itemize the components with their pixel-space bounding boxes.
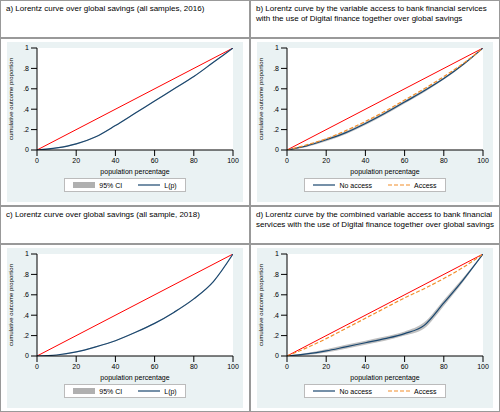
svg-text:100: 100 — [477, 157, 489, 164]
svg-text:1: 1 — [25, 44, 29, 51]
svg-text:20: 20 — [72, 157, 80, 164]
svg-text:.6: .6 — [23, 85, 29, 92]
svg-text:0: 0 — [285, 363, 289, 370]
svg-text:40: 40 — [362, 363, 370, 370]
svg-text:.8: .8 — [273, 65, 279, 72]
svg-text:cumulative outcome proportion: cumulative outcome proportion — [8, 58, 14, 140]
svg-text:20: 20 — [322, 363, 330, 370]
svg-text:.2: .2 — [23, 126, 29, 133]
svg-text:.8: .8 — [23, 271, 29, 278]
svg-text:.4: .4 — [23, 312, 29, 319]
svg-text:population percentage: population percentage — [100, 374, 169, 382]
html-text:Access: Access — [414, 181, 437, 189]
svg-text:.8: .8 — [273, 271, 279, 278]
svg-text:.6: .6 — [273, 85, 279, 92]
html-text:Access: Access — [414, 387, 437, 395]
svg-text:80: 80 — [190, 363, 198, 370]
svg-text:1: 1 — [275, 44, 279, 51]
svg-text:cumulative outcome proportion: cumulative outcome proportion — [258, 58, 264, 140]
svg-text:100: 100 — [477, 363, 489, 370]
svg-text:.2: .2 — [273, 126, 279, 133]
svg-text:60: 60 — [151, 363, 159, 370]
html-text:a) Lorentz curve over global s: a) Lorentz curve over global savings (al… — [6, 4, 205, 13]
html-text:95% CI: 95% CI — [99, 181, 123, 189]
svg-text:1: 1 — [25, 250, 29, 257]
html-text:95% CI: 95% CI — [99, 387, 123, 395]
svg-text:cumulative outcome proportion: cumulative outcome proportion — [8, 264, 14, 346]
html-text:b) Lorentz curve by the variab: b) Lorentz curve by the variable access … — [256, 4, 487, 23]
svg-text:60: 60 — [401, 363, 409, 370]
svg-text:80: 80 — [440, 157, 448, 164]
svg-text:100: 100 — [227, 363, 239, 370]
html-text:L(p): L(p) — [164, 387, 177, 395]
svg-text:0: 0 — [275, 352, 279, 359]
svg-text:1: 1 — [275, 250, 279, 257]
svg-text:.2: .2 — [23, 332, 29, 339]
svg-text:0: 0 — [35, 363, 39, 370]
svg-text:40: 40 — [112, 157, 120, 164]
svg-text:population percentage: population percentage — [100, 168, 169, 176]
svg-text:40: 40 — [362, 157, 370, 164]
svg-text:20: 20 — [72, 363, 80, 370]
svg-text:100: 100 — [227, 157, 239, 164]
html-text:L(p): L(p) — [164, 181, 177, 189]
svg-text:0: 0 — [285, 157, 289, 164]
svg-text:.8: .8 — [23, 65, 29, 72]
svg-text:0: 0 — [275, 146, 279, 153]
svg-text:population percentage: population percentage — [350, 168, 419, 176]
svg-text:20: 20 — [322, 157, 330, 164]
svg-text:.2: .2 — [273, 332, 279, 339]
svg-text:.4: .4 — [23, 106, 29, 113]
svg-text:0: 0 — [25, 352, 29, 359]
svg-text:0: 0 — [25, 146, 29, 153]
svg-text:.4: .4 — [273, 106, 279, 113]
svg-text:cumulative outcome proportion: cumulative outcome proportion — [258, 264, 264, 346]
svg-text:80: 80 — [190, 157, 198, 164]
svg-text:80: 80 — [440, 363, 448, 370]
html-text:No access: No access — [339, 181, 373, 189]
svg-text:population percentage: population percentage — [350, 374, 419, 382]
svg-text:60: 60 — [401, 157, 409, 164]
svg-text:40: 40 — [112, 363, 120, 370]
svg-text:60: 60 — [151, 157, 159, 164]
svg-text:.6: .6 — [23, 291, 29, 298]
svg-text:0: 0 — [35, 157, 39, 164]
svg-text:.6: .6 — [273, 291, 279, 298]
html-text:c) Lorentz curve over global s: c) Lorentz curve over global savings (al… — [6, 210, 200, 219]
svg-text:.4: .4 — [273, 312, 279, 319]
html-text:d) Lorentz curve by the combin: d) Lorentz curve by the combined variabl… — [256, 210, 494, 229]
html-text:No access: No access — [339, 387, 373, 395]
